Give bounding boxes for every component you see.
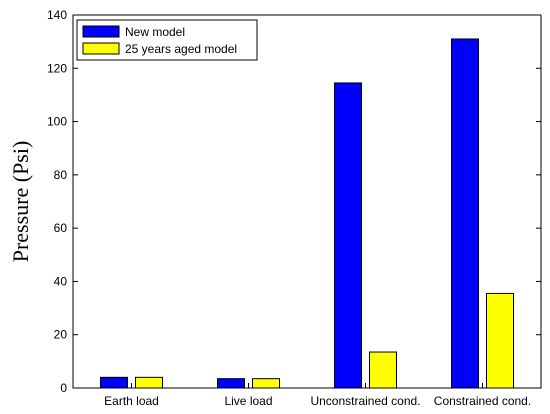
y-tick-label: 140 bbox=[47, 8, 67, 22]
y-tick-label: 20 bbox=[54, 328, 68, 342]
y-tick-label: 120 bbox=[47, 61, 67, 75]
bars-group bbox=[100, 38, 514, 389]
x-category-label: Live load bbox=[224, 394, 272, 408]
bar-aged-model bbox=[369, 351, 397, 389]
bar-aged-model bbox=[486, 292, 514, 389]
y-tick-label: 40 bbox=[54, 274, 68, 288]
y-tick-label: 0 bbox=[60, 381, 67, 395]
bar-new-model bbox=[451, 38, 479, 389]
y-axis-ticks: 0 20 40 60 80 100 120 140 bbox=[47, 8, 541, 395]
bar-new-model bbox=[217, 378, 245, 389]
x-category-label: Constrained cond. bbox=[434, 394, 531, 408]
bar-aged-model bbox=[135, 376, 163, 389]
y-tick-label: 80 bbox=[54, 168, 68, 182]
legend-label: 25 years aged model bbox=[125, 42, 237, 56]
bar-aged-model bbox=[252, 378, 280, 389]
y-tick-label: 60 bbox=[54, 221, 68, 235]
legend-label: New model bbox=[125, 25, 185, 39]
legend: New model 25 years aged model bbox=[76, 19, 258, 61]
legend-swatch bbox=[82, 42, 120, 55]
y-axis-label: Pressure (Psi) bbox=[8, 141, 33, 263]
x-category-label: Unconstrained cond. bbox=[310, 394, 420, 408]
x-category-label: Earth load bbox=[104, 394, 159, 408]
x-axis-labels: Earth load Live load Unconstrained cond. Co… bbox=[104, 383, 531, 408]
bar-new-model bbox=[100, 376, 128, 389]
legend-swatch bbox=[82, 25, 120, 38]
y-tick-label: 100 bbox=[47, 115, 67, 129]
bar-new-model bbox=[334, 82, 362, 389]
